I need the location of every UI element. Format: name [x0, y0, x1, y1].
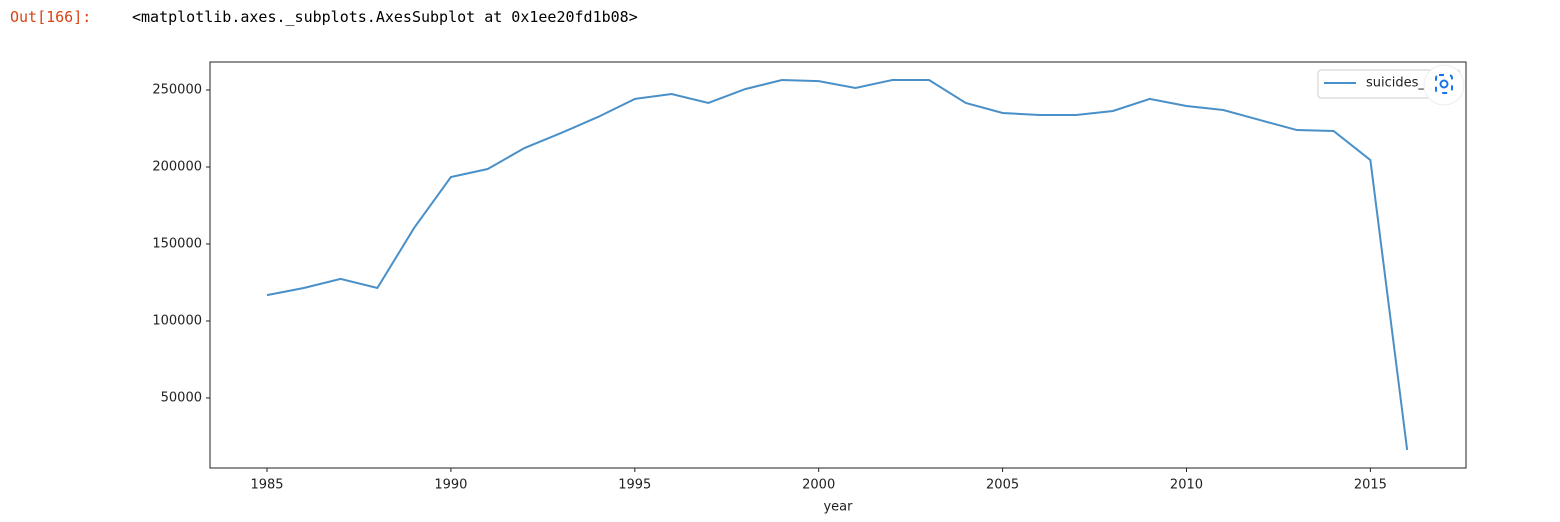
x-tick-label: 2005 — [986, 478, 1019, 493]
legend-label: suicides_no — [1366, 76, 1441, 91]
y-tick-label: 200000 — [152, 160, 202, 175]
output-text: <matplotlib.axes._subplots.AxesSubplot a… — [132, 8, 638, 26]
y-tick-label: 50000 — [161, 390, 202, 405]
capture-button-bg — [1423, 64, 1465, 106]
output-prompt: Out[166]: — [10, 8, 92, 26]
x-tick-label: 2010 — [1170, 478, 1203, 493]
y-tick-label: 150000 — [152, 236, 202, 251]
axes-frame — [209, 61, 1467, 469]
capture-icon-lens — [1439, 79, 1449, 89]
x-tick-label: 1985 — [250, 478, 283, 493]
data-line — [266, 79, 1409, 451]
y-tick-label: 250000 — [152, 83, 202, 98]
x-tick-label: 2015 — [1354, 478, 1387, 493]
capture-icon — [1435, 74, 1453, 94]
x-tick-label: 2000 — [802, 478, 835, 493]
x-tick-label: 1995 — [618, 478, 651, 493]
x-tick-label: 1990 — [434, 478, 467, 493]
y-tick-label: 100000 — [152, 313, 202, 328]
x-axis-label: year — [823, 500, 853, 515]
